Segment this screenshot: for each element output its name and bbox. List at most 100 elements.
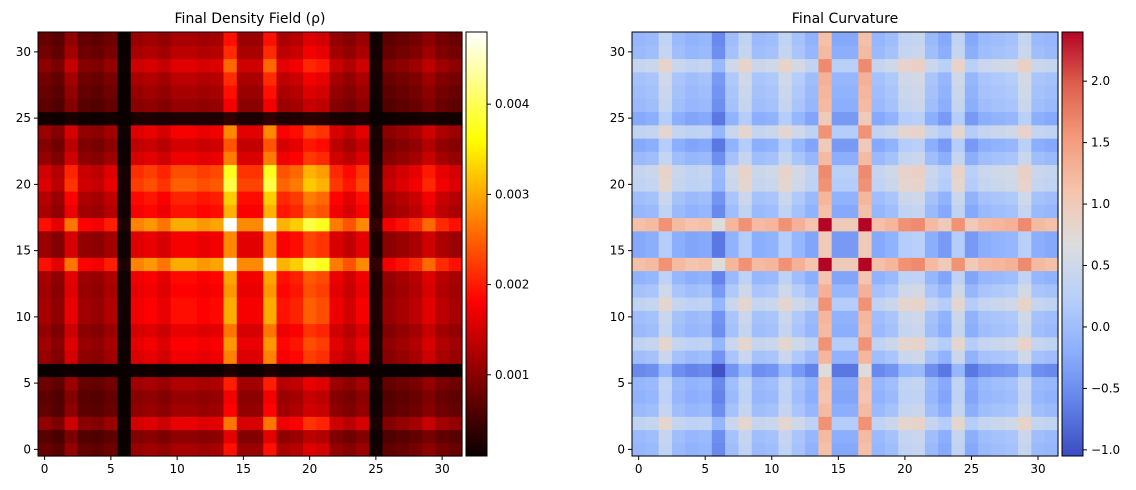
curvature-cell — [1004, 71, 1019, 86]
curvature-cell — [1018, 138, 1032, 152]
density-cell — [369, 336, 384, 351]
curvature-cell — [791, 217, 806, 232]
density-cell — [38, 230, 52, 245]
density-cell — [197, 164, 211, 179]
density-cell — [236, 204, 251, 219]
density-cell — [409, 323, 423, 338]
curvature-cell — [818, 177, 833, 192]
density-cell — [289, 98, 304, 113]
curvature-cell — [951, 85, 966, 99]
density-cell — [250, 191, 264, 205]
density-cell — [210, 32, 225, 46]
curvature-cell — [898, 177, 913, 192]
curvature-cell — [1018, 217, 1032, 232]
density-cell — [77, 45, 92, 60]
curvature-cell — [738, 85, 753, 99]
curvature-cell — [911, 363, 926, 378]
curvature-cell — [978, 270, 993, 285]
curvature-cell — [725, 138, 740, 152]
curvature-cell — [1018, 350, 1032, 364]
curvature-cell — [711, 177, 726, 192]
curvature-cell — [845, 363, 859, 378]
density-cell — [157, 164, 172, 179]
density-cell — [51, 244, 66, 258]
curvature-cell — [751, 164, 766, 179]
curvature-cell — [765, 323, 780, 338]
curvature-cell — [938, 429, 953, 444]
density-cell — [263, 323, 278, 338]
density-cell — [157, 244, 172, 258]
density-cell — [144, 85, 158, 99]
curvature-cell — [738, 71, 753, 86]
density-cell — [422, 376, 437, 391]
density-cell — [51, 310, 66, 325]
curvature-cell — [791, 442, 806, 457]
density-cell — [144, 71, 158, 86]
curvature-cell — [1018, 244, 1032, 258]
density-cell — [395, 350, 410, 364]
curvature-cell — [778, 376, 793, 391]
curvature-cell — [898, 297, 913, 311]
density-cell — [117, 32, 132, 46]
density-cell — [356, 45, 370, 60]
curvature-cell — [831, 98, 846, 113]
density-cell — [316, 177, 331, 192]
density-cell — [130, 217, 145, 232]
curvature-cell — [632, 191, 646, 205]
density-cell — [197, 416, 211, 431]
curvature-cell — [951, 111, 966, 126]
curvature-cell — [845, 376, 859, 391]
curvature-cell — [871, 429, 886, 444]
density-cell — [356, 217, 370, 232]
density-cell — [382, 98, 397, 113]
curvature-cell — [924, 85, 939, 99]
density-cell — [117, 164, 132, 179]
curvature-cell — [711, 283, 726, 298]
density-cell — [64, 217, 79, 232]
curvature-cell — [765, 204, 780, 219]
density-cell — [422, 270, 437, 285]
density-cell — [395, 111, 410, 126]
curvature-cell — [751, 297, 766, 311]
density-cell — [303, 310, 317, 325]
density-cell — [356, 151, 370, 166]
curvature-cell — [671, 310, 686, 325]
curvature-cell — [791, 138, 806, 152]
curvature-cell — [898, 71, 913, 86]
curvature-cell — [1004, 138, 1019, 152]
curvature-cell — [1031, 191, 1046, 205]
curvature-cell — [725, 416, 740, 431]
curvature-cell — [951, 270, 966, 285]
density-cell — [382, 376, 397, 391]
curvature-cell — [1031, 138, 1046, 152]
density-y-tick-label: 10 — [16, 310, 31, 324]
density-cell — [409, 111, 423, 126]
density-cell — [77, 336, 92, 351]
curvature-cell — [911, 389, 926, 404]
curvature-cell — [738, 151, 753, 166]
curvature-cell — [964, 257, 979, 272]
curvature-cell — [685, 138, 700, 152]
density-cell — [210, 111, 225, 126]
density-cell — [263, 191, 278, 205]
curvature-cell — [991, 58, 1006, 73]
curvature-cell — [871, 270, 886, 285]
curvature-cell — [871, 230, 886, 245]
density-cell — [382, 71, 397, 86]
curvature-cell — [725, 297, 740, 311]
curvature-cell — [1018, 429, 1032, 444]
density-cell — [183, 323, 198, 338]
curvature-cell — [698, 244, 713, 258]
density-cell — [117, 45, 132, 60]
curvature-cell — [805, 32, 819, 46]
curvature-heatmap-cells — [632, 32, 1059, 457]
density-cell — [236, 323, 251, 338]
density-x-tick-label: 0 — [41, 462, 49, 476]
density-cell — [170, 111, 185, 126]
curvature-cell — [778, 138, 793, 152]
density-cell — [289, 350, 304, 364]
density-cell — [369, 124, 384, 139]
curvature-cell — [778, 310, 793, 325]
curvature-cell — [778, 85, 793, 99]
